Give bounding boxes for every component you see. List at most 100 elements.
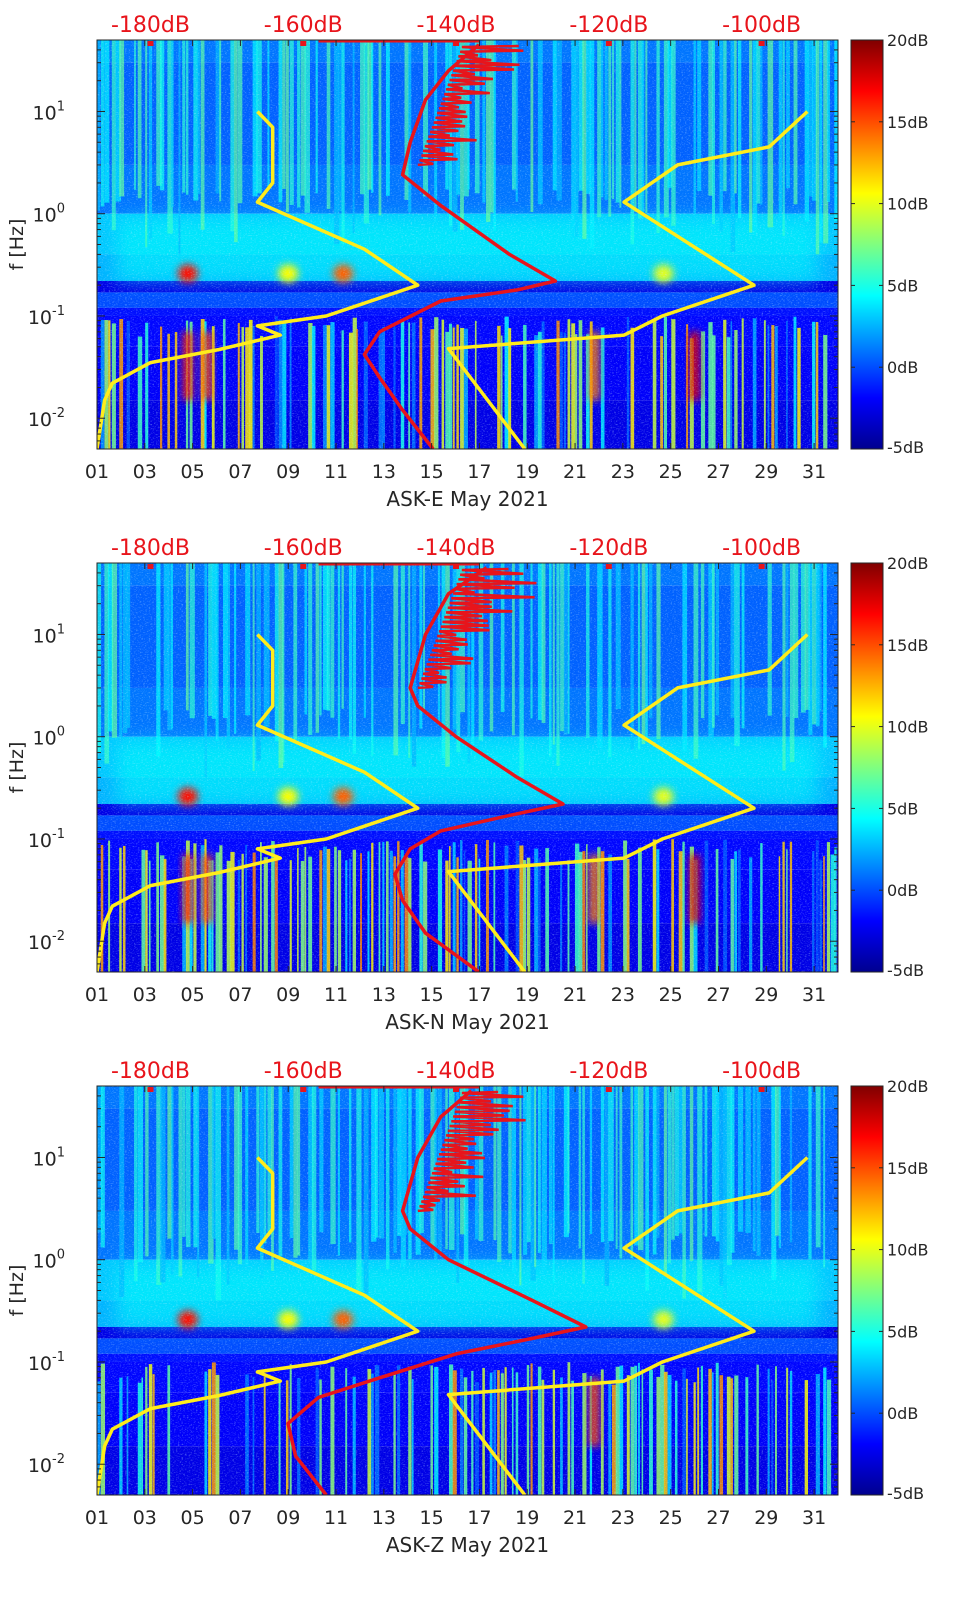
y-tick-exponent: 1 — [57, 1145, 65, 1160]
colorbar-label: 0dB — [887, 881, 918, 900]
y-tick-label: 10-2 — [28, 1452, 65, 1477]
x-axis: 01 03 05 07 09 11 13 15 17 19 21 23 25 27 29 31 — [85, 1086, 826, 1529]
x-tick-label: 19 — [515, 461, 539, 483]
top-db-label: -160dB — [264, 536, 343, 561]
top-db-label: -160dB — [264, 1059, 343, 1084]
colorbar-label: -5dB — [887, 1484, 924, 1503]
y-tick-base: 10 — [33, 1148, 57, 1170]
top-db-tick — [300, 41, 307, 46]
x-axis-label: ASK-E May 2021 — [386, 487, 548, 511]
y-axis-label: f [Hz] — [6, 219, 28, 271]
x-tick-label: 29 — [754, 1507, 778, 1529]
x-tick-label: 27 — [706, 461, 730, 483]
x-tick-label: 11 — [324, 984, 348, 1006]
x-tick-label: 07 — [228, 984, 252, 1006]
y-tick-base: 10 — [28, 409, 52, 431]
x-tick-label: 23 — [611, 984, 635, 1006]
top-db-tick — [758, 1087, 765, 1092]
top-db-label: -120dB — [569, 536, 648, 561]
x-tick-label: 05 — [181, 984, 205, 1006]
x-axis: 01 03 05 07 09 11 13 15 17 19 21 23 25 27 29 31 — [85, 563, 826, 1006]
x-tick-label: 31 — [802, 1507, 826, 1529]
colorbar-gradient — [850, 39, 884, 450]
top-db-label: -180dB — [111, 13, 190, 38]
spectrogram-image — [97, 563, 838, 972]
x-tick-label: 27 — [706, 1507, 730, 1529]
y-tick-base: 10 — [28, 932, 52, 954]
colorbar-label: 10dB — [887, 1241, 929, 1260]
y-tick-base: 10 — [28, 307, 52, 329]
x-tick-label: 13 — [372, 1507, 396, 1529]
colorbar: 20dB 15dB 10dB 5dB 0dB -5dB — [850, 1077, 929, 1503]
top-db-tick — [147, 41, 154, 46]
median-psd-spikes — [417, 44, 524, 167]
x-tick-label: 23 — [611, 461, 635, 483]
x-tick-label: 25 — [659, 984, 683, 1006]
x-tick-label: 13 — [372, 461, 396, 483]
curve-high-noise-model — [446, 633, 809, 972]
y-tick-base: 10 — [28, 830, 52, 852]
median-psd-spikes — [417, 567, 537, 690]
y-tick-label: 10-2 — [28, 929, 65, 954]
top-db-label: -140dB — [417, 536, 496, 561]
x-tick-label: 07 — [228, 461, 252, 483]
x-tick-label: 15 — [420, 984, 444, 1006]
top-db-tick — [605, 1087, 612, 1092]
top-db-tick — [605, 564, 612, 569]
x-tick-label: 25 — [659, 1507, 683, 1529]
x-tick-label: 13 — [372, 984, 396, 1006]
x-tick-label: 21 — [563, 984, 587, 1006]
y-tick-label: 10-2 — [28, 406, 65, 431]
y-tick-exponent: -1 — [52, 304, 65, 319]
y-tick-exponent: -2 — [52, 929, 65, 944]
y-tick-exponent: 0 — [57, 1248, 65, 1263]
top-db-tick — [300, 564, 307, 569]
y-tick-label: 101 — [33, 622, 65, 647]
colorbar-label: 5dB — [887, 799, 918, 818]
top-db-tick — [453, 564, 460, 569]
y-tick-exponent: -1 — [52, 1350, 65, 1365]
top-db-axis: -180dB -160dB -140dB -120dB -100dB — [111, 13, 801, 46]
y-tick-base: 10 — [33, 102, 57, 124]
x-tick-label: 31 — [802, 461, 826, 483]
colorbar-label: -5dB — [887, 961, 924, 980]
y-tick-base: 10 — [33, 205, 57, 227]
speckle-texture — [97, 40, 838, 449]
top-db-label: -140dB — [417, 1059, 496, 1084]
x-axis-label: ASK-N May 2021 — [385, 1010, 550, 1034]
colorbar-label: 0dB — [887, 358, 918, 377]
x-tick-label: 05 — [181, 1507, 205, 1529]
colorbar: 20dB 15dB 10dB 5dB 0dB -5dB — [850, 31, 929, 457]
x-tick-label: 09 — [276, 1507, 300, 1529]
colorbar-label: 15dB — [887, 636, 929, 655]
y-tick-label: 101 — [33, 99, 65, 124]
top-db-tick — [147, 1087, 154, 1092]
curve-high-noise-model — [446, 110, 809, 449]
x-tick-label: 01 — [85, 1507, 109, 1529]
y-tick-label: 100 — [33, 1248, 65, 1273]
x-tick-label: 17 — [467, 461, 491, 483]
y-tick-exponent: -2 — [52, 406, 65, 421]
x-tick-label: 05 — [181, 461, 205, 483]
x-tick-label: 11 — [324, 1507, 348, 1529]
colorbar-label: 15dB — [887, 1159, 929, 1178]
x-tick-label: 19 — [515, 984, 539, 1006]
x-axis-label: ASK-Z May 2021 — [386, 1533, 549, 1557]
top-db-label: -140dB — [417, 13, 496, 38]
x-tick-label: 09 — [276, 461, 300, 483]
x-tick-label: 25 — [659, 461, 683, 483]
y-tick-base: 10 — [33, 1251, 57, 1273]
y-tick-base: 10 — [28, 1455, 52, 1477]
x-tick-label: 23 — [611, 1507, 635, 1529]
top-db-label: -180dB — [111, 1059, 190, 1084]
colorbar-gradient — [850, 562, 884, 973]
curve-low-noise-model — [97, 633, 420, 972]
top-db-axis: -180dB -160dB -140dB -120dB -100dB — [111, 536, 801, 569]
x-tick-label: 27 — [706, 984, 730, 1006]
curve-low-noise-model — [97, 110, 420, 449]
